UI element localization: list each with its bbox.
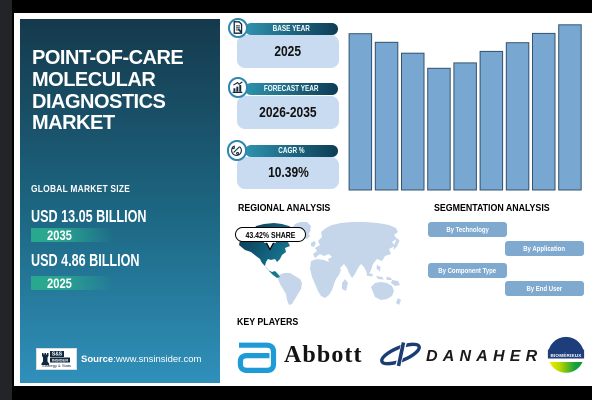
svg-text:Strategy & Stats: Strategy & Stats (42, 363, 71, 368)
svg-text:INSIDER: INSIDER (51, 358, 67, 363)
svg-text:BIOMÉRIEUX: BIOMÉRIEUX (550, 350, 582, 357)
svg-text:S&S: S&S (51, 352, 62, 358)
